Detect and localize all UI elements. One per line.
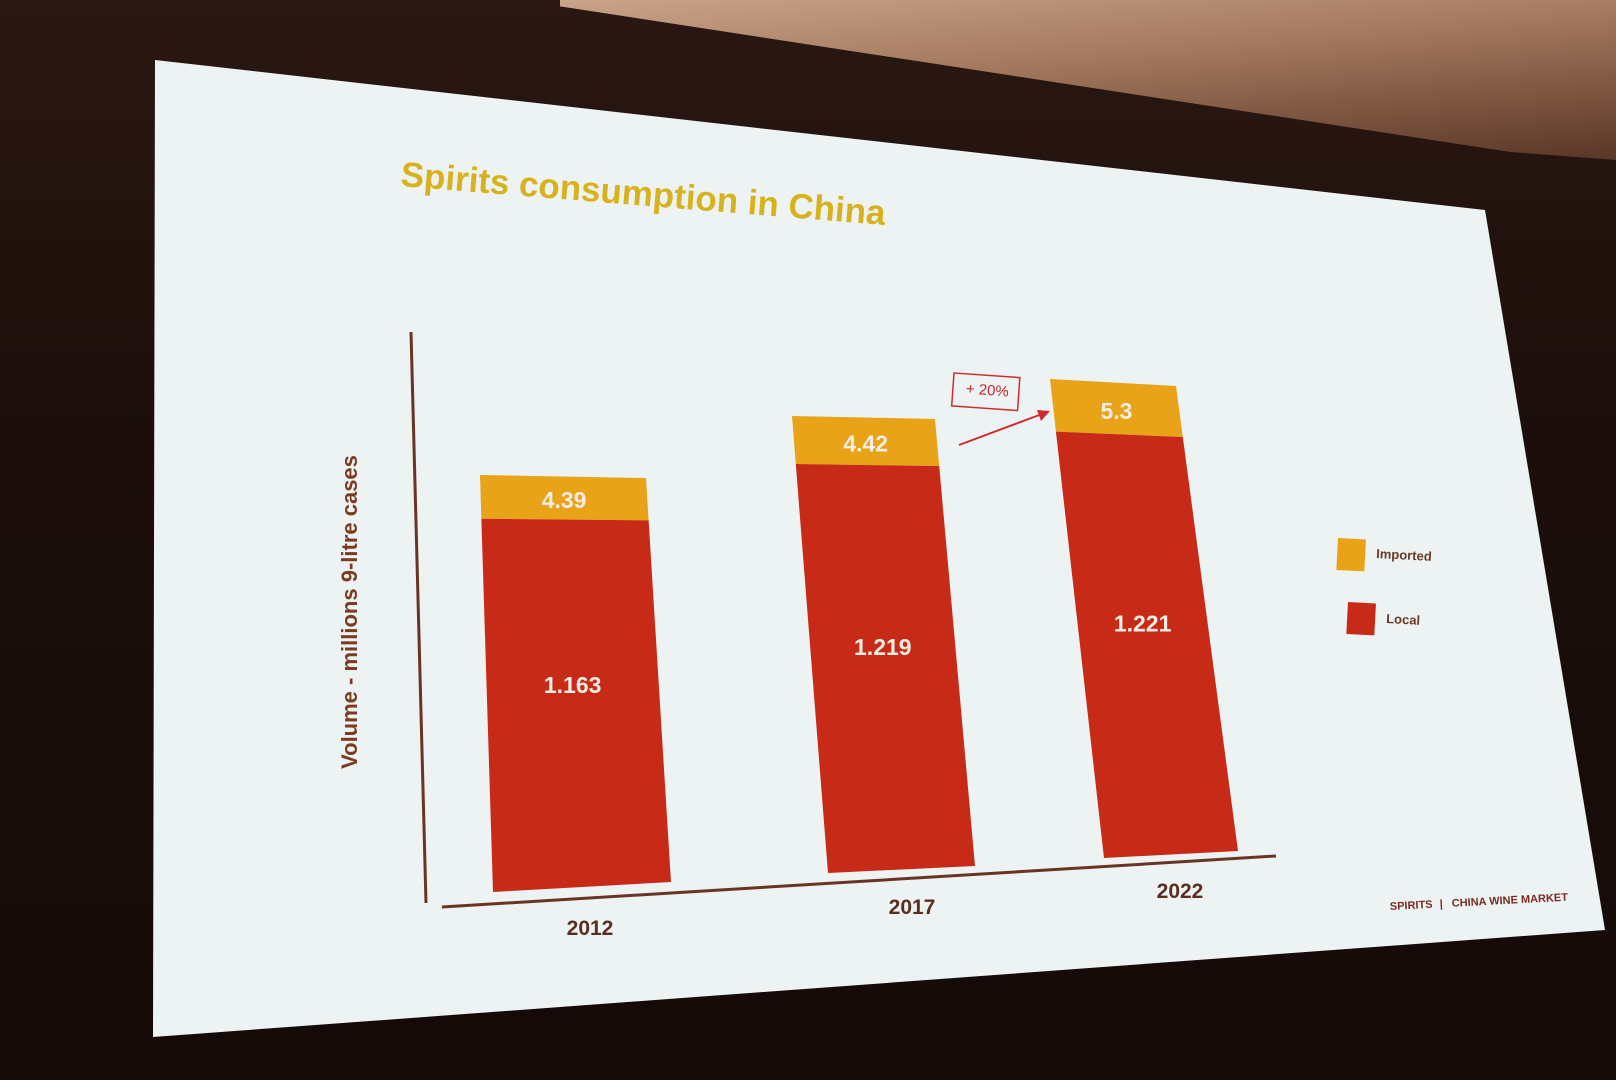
bar-imported-2017 xyxy=(792,416,940,467)
y-axis-line xyxy=(409,331,428,904)
legend-label-local: Local xyxy=(1386,611,1421,628)
y-axis-title: Volume - millions 9-litre cases xyxy=(337,455,362,769)
bar-label-imported-2012: 4.39 xyxy=(542,487,587,513)
bar-imported-2022 xyxy=(1050,379,1183,438)
legend-swatch-imported xyxy=(1336,538,1366,572)
annotation-text: + 20% xyxy=(965,381,1009,401)
x-tick-2012: 2012 xyxy=(567,917,614,940)
bar-local-2017 xyxy=(795,464,975,873)
annotation-box xyxy=(950,372,1021,412)
bar-label-imported-2022: 5.3 xyxy=(1101,398,1133,424)
legend-label-imported: Imported xyxy=(1376,546,1432,564)
annotation-arrow-head xyxy=(1037,410,1050,421)
bar-local-2022 xyxy=(1055,431,1238,858)
legend: Imported Local xyxy=(1336,538,1432,636)
bar-label-imported-2017: 4.42 xyxy=(843,431,888,457)
bar-label-local-2022: 1.221 xyxy=(1114,610,1172,636)
bar-imported-2012 xyxy=(480,475,649,521)
x-axis-line xyxy=(441,854,1277,909)
footer-separator: | xyxy=(1439,898,1443,910)
bar-label-local-2017: 1.219 xyxy=(854,634,912,660)
x-tick-2022: 2022 xyxy=(1157,880,1204,903)
bar-local-2012 xyxy=(481,518,671,892)
bars-group: 4.39 1.163 4.42 1.219 5.3 1.221 xyxy=(480,379,1238,892)
legend-swatch-local xyxy=(1346,602,1376,636)
x-tick-2017: 2017 xyxy=(889,896,936,919)
bar-label-local-2012: 1.163 xyxy=(544,672,602,698)
annotation-arrow-line xyxy=(958,413,1043,446)
footer-left: SPIRITS xyxy=(1390,899,1433,913)
growth-annotation: + 20% xyxy=(950,372,1050,446)
